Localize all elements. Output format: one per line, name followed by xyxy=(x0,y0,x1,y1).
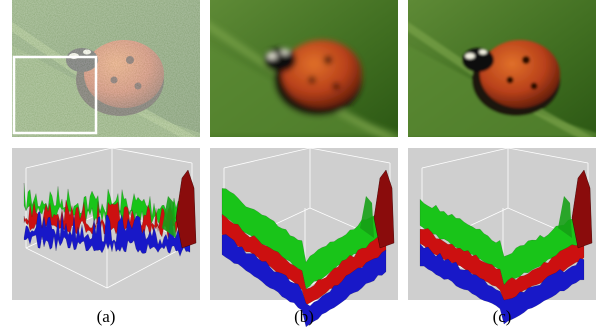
figure: (a) (b) (c) xyxy=(0,0,608,333)
image-a xyxy=(2,0,212,150)
surface-plot xyxy=(12,148,200,300)
caption: (b) xyxy=(294,307,314,326)
surface-plots xyxy=(12,148,596,327)
image-c xyxy=(398,0,608,150)
surface-plot xyxy=(210,148,398,327)
image-b xyxy=(200,0,410,150)
caption: (a) xyxy=(97,307,116,326)
page: {"figure": {"captions": ["(a)", "(b)", "… xyxy=(0,0,608,333)
surface-plot xyxy=(408,148,596,324)
caption: (c) xyxy=(493,307,512,326)
